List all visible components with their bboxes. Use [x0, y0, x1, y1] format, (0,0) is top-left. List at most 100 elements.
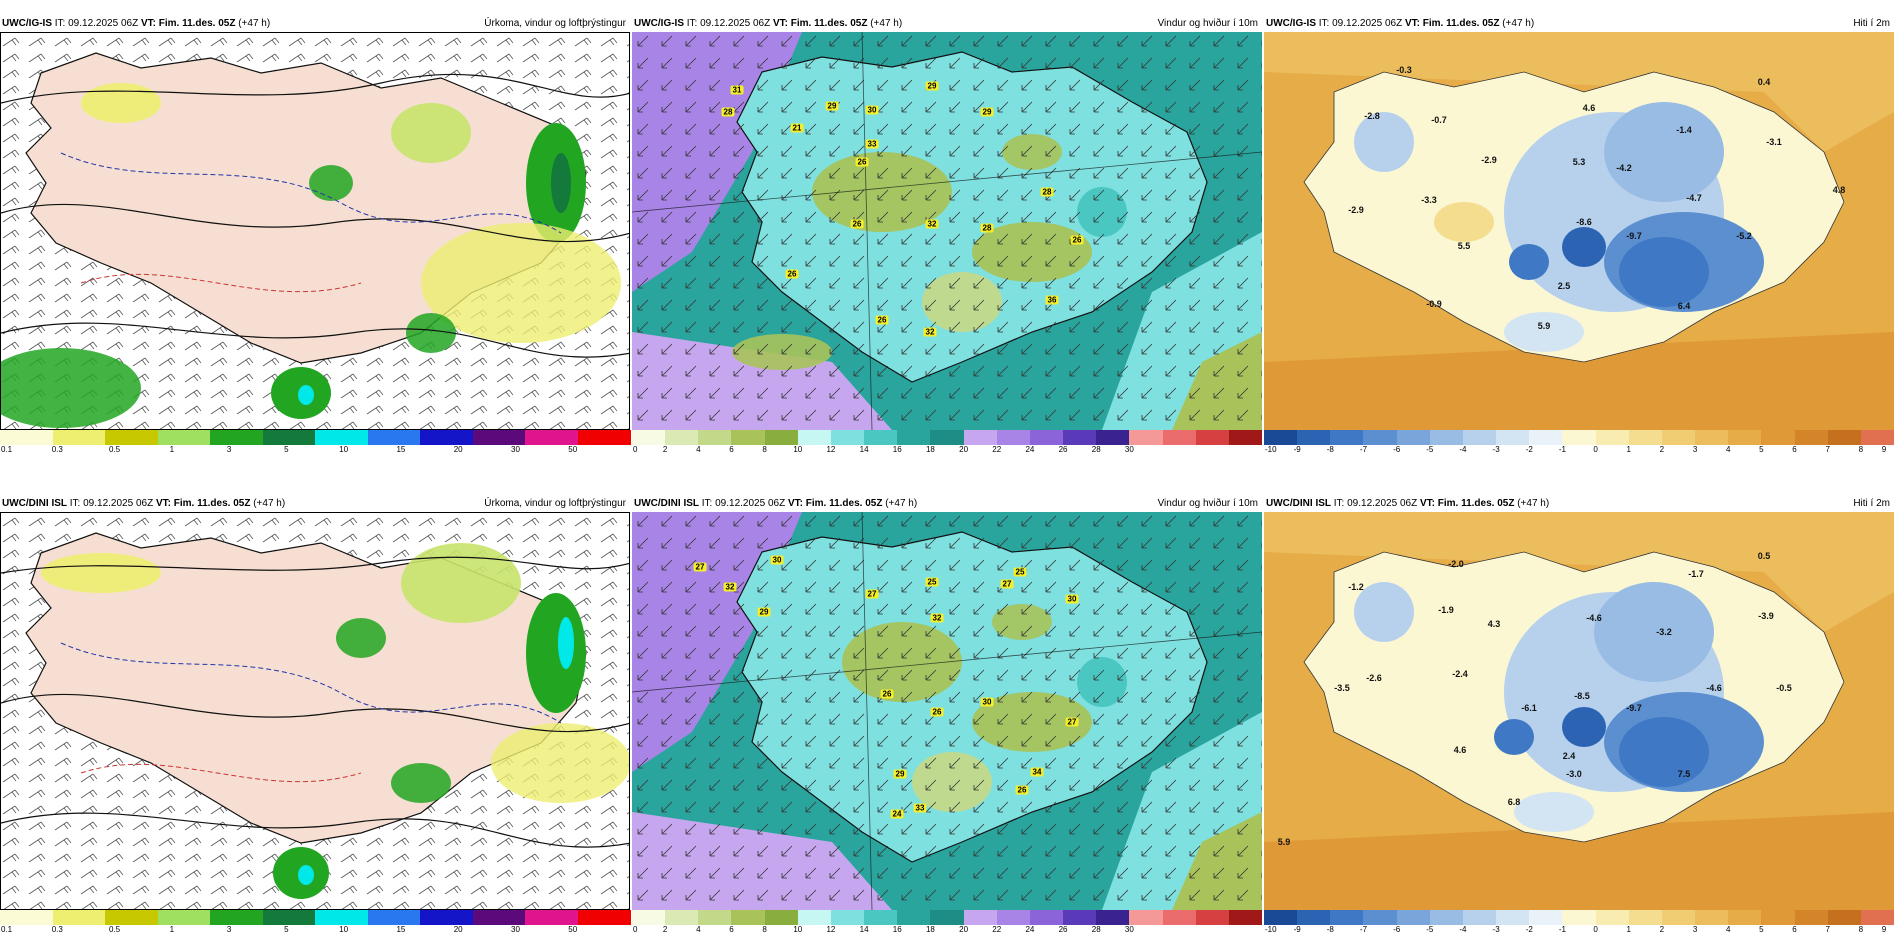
lead-time: (+47 h): [867, 18, 903, 29]
wind-gust-label: 29: [980, 107, 994, 117]
precip-map: [0, 512, 630, 910]
legend-tick: 14: [859, 445, 869, 454]
legend-swatch: [1595, 910, 1630, 925]
precip-map-graphic: [1, 33, 629, 429]
wind-gust-label: 32: [723, 582, 737, 592]
legend-swatch: [1496, 910, 1530, 925]
legend-swatch: [105, 430, 158, 445]
lead-time: (+47 h): [235, 18, 271, 29]
legend-tick: -10: [1265, 445, 1277, 454]
init-time: IT: 09.12.2025 06Z: [1331, 498, 1420, 509]
legend-swatch: [731, 430, 766, 445]
temperature-label: -2.9: [1481, 155, 1497, 165]
valid-time: VT: Fim. 11.des. 05Z: [1419, 498, 1515, 509]
temperature-label: -4.6: [1706, 683, 1722, 693]
legend-swatch: [1029, 430, 1064, 445]
panel-temp-row2: UWC/DINI ISL IT: 09.12.2025 06Z VT: Fim.…: [1264, 496, 1895, 936]
legend-tick: 50: [568, 445, 578, 454]
legend-tick: 28: [1091, 925, 1101, 934]
panel-wind-row1: UWC/IG-IS IT: 09.12.2025 06Z VT: Fim. 11…: [632, 16, 1263, 456]
legend-swatch: [0, 430, 53, 445]
legend-swatch: [1096, 910, 1130, 925]
model-name: UWC/DINI ISL: [2, 498, 67, 509]
legend-tick: 3: [226, 925, 232, 934]
legend-swatch: [52, 430, 106, 445]
legend-swatch: [1129, 910, 1164, 925]
valid-time: VT: Fim. 11.des. 05Z: [155, 498, 251, 509]
legend-swatch: [1096, 430, 1130, 445]
legend-tick: 5: [284, 445, 289, 454]
legend-swatch: [420, 430, 473, 445]
legend-tick: 6: [729, 445, 734, 454]
temperature-label: -9.7: [1626, 703, 1642, 713]
legend-tick: 3: [1692, 445, 1698, 454]
legend-tick: 0.5: [108, 925, 121, 934]
panel-header: UWC/IG-IS IT: 09.12.2025 06Z VT: Fim. 11…: [0, 16, 630, 32]
wind-gust-label: 36: [1045, 295, 1059, 305]
legend-swatch: [1297, 910, 1331, 925]
wind-gust-label: 26: [875, 315, 889, 325]
legend-swatch: [1529, 430, 1563, 445]
wind-gust-label: 34: [1030, 767, 1044, 777]
wind-gust-label: 26: [880, 689, 894, 699]
legend-tick: -10: [1265, 925, 1277, 934]
legend-swatch: [797, 430, 832, 445]
legend-tick: -1: [1558, 925, 1566, 934]
legend-swatch: [1661, 430, 1696, 445]
legend-tick: 8: [762, 925, 767, 934]
legend-swatch: [1029, 910, 1064, 925]
wind-gust-label: 26: [1070, 235, 1084, 245]
temperature-label: -2.6: [1366, 673, 1382, 683]
lead-time: (+47 h): [1514, 498, 1550, 509]
legend-swatch: [698, 430, 732, 445]
temperature-label: 4.3: [1487, 619, 1501, 629]
legend-swatch: [797, 910, 832, 925]
legend-swatch: [665, 910, 699, 925]
legend-tick: 4: [696, 925, 701, 934]
legend-swatch: [830, 910, 865, 925]
legend-tick: -5: [1426, 925, 1434, 934]
legend-tick: 4: [1725, 925, 1731, 934]
temperature-label: -0.7: [1431, 115, 1447, 125]
wind-gust-label: 32: [930, 613, 944, 623]
legend-swatch: [577, 430, 631, 445]
legend-tick: -9: [1293, 445, 1301, 454]
temperature-label: 2.5: [1557, 281, 1571, 291]
wind-map: 31 28 29 30 29 29 33 21 26 28 26 32 28 26 26 36 26 32: [632, 32, 1262, 430]
legend-tick: 2: [1659, 925, 1665, 934]
legend-swatch: [665, 430, 699, 445]
legend-swatch: [1429, 430, 1464, 445]
model-name: UWC/IG-IS: [2, 18, 52, 29]
legend-tick: 4: [1725, 445, 1731, 454]
init-time: IT: 09.12.2025 06Z: [1316, 18, 1405, 29]
legend-tick: 30: [1124, 925, 1134, 934]
temp-map: -2.0 0.5 -1.2 -1.7 -1.9 4.3 -4.6 -3.2 -3.9 -2.6 -2…: [1264, 512, 1894, 910]
temperature-label: 5.3: [1572, 157, 1586, 167]
temperature-label: -4.7: [1686, 193, 1702, 203]
temp-map: -0.3 0.4 -2.8 -0.7 4.6 -1.4 -3.1 -2.9 5.3 -4.2 -3.…: [1264, 32, 1894, 430]
temperature-label: -3.0: [1566, 769, 1582, 779]
legend-swatch: [1129, 430, 1164, 445]
temperature-label: -2.8: [1364, 111, 1380, 121]
legend-tick: 10: [793, 925, 803, 934]
legend-tick: 8: [1858, 925, 1864, 934]
legend-tick: 26: [1058, 445, 1068, 454]
legend-swatch: [1794, 430, 1829, 445]
legend-swatch: [897, 910, 931, 925]
legend-tick: -2: [1525, 445, 1533, 454]
legend-swatch: [996, 910, 1031, 925]
legend-swatch: [315, 910, 368, 925]
legend-tick: 0.1: [1, 445, 13, 454]
legend-swatch: [0, 910, 53, 925]
wind-gust-label: 33: [913, 803, 927, 813]
temperature-label: 4.8: [1832, 185, 1846, 195]
wind-gust-label: 29: [825, 101, 839, 111]
wind-map-graphic: [632, 512, 1262, 910]
legend-swatch: [930, 910, 965, 925]
wind-gust-label: 25: [925, 577, 939, 587]
temperature-label: -3.5: [1334, 683, 1350, 693]
legend-swatch: [1496, 430, 1530, 445]
legend-tick: 2: [662, 925, 668, 934]
temperature-label: 5.5: [1457, 241, 1471, 251]
wind-gust-label: 26: [930, 707, 944, 717]
